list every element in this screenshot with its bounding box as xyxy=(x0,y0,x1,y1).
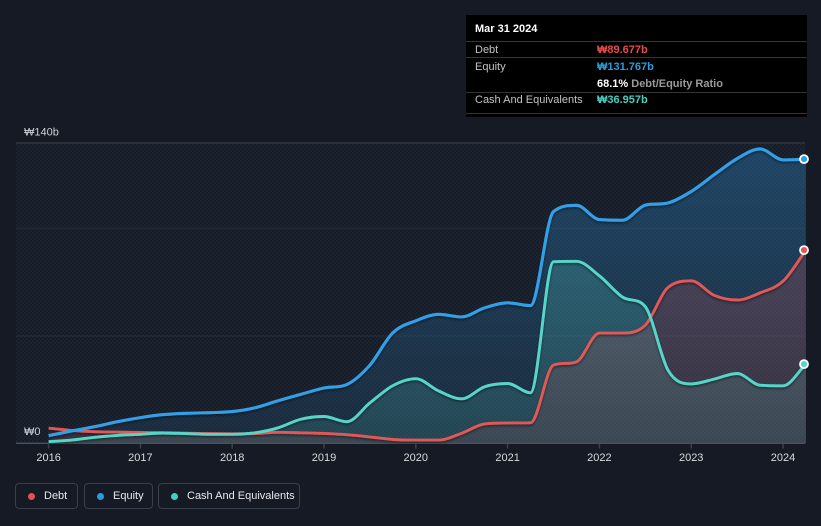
svg-text:2019: 2019 xyxy=(312,452,336,464)
svg-text:2016: 2016 xyxy=(36,452,60,464)
svg-text:2022: 2022 xyxy=(587,452,611,464)
svg-text:2021: 2021 xyxy=(495,452,519,464)
svg-text:2023: 2023 xyxy=(679,452,703,464)
svg-text:2020: 2020 xyxy=(404,452,428,464)
svg-text:₩0: ₩0 xyxy=(24,426,41,438)
svg-text:2018: 2018 xyxy=(220,452,244,464)
svg-text:₩140b: ₩140b xyxy=(24,127,59,139)
svg-text:2017: 2017 xyxy=(128,452,152,464)
svg-text:2024: 2024 xyxy=(771,452,795,464)
